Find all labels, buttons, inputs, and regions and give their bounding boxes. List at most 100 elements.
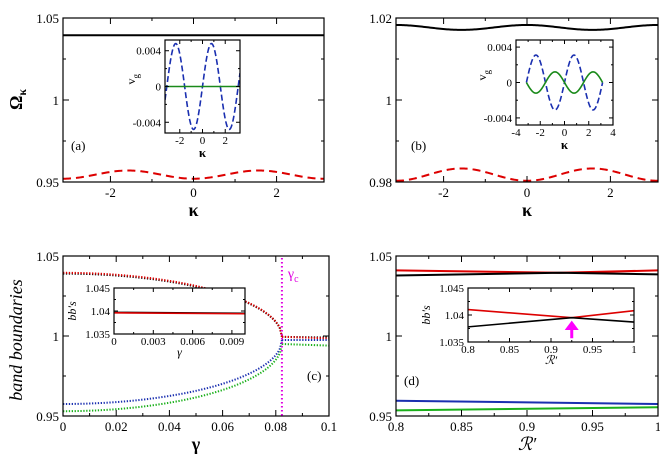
panel-b: -2 0 2 0.98 1 1.02 κ (b) -4 -2 0 2 4 -0.004 0 0.004 κ vg bbox=[369, 11, 659, 220]
panel-c-series-blue bbox=[63, 339, 283, 405]
inset-d-xtick-label: 0.8 bbox=[461, 344, 475, 356]
inset-b-xtick-label: 0 bbox=[562, 127, 568, 139]
panel-b-xtick-label: -2 bbox=[438, 185, 449, 200]
gamma-c-label: γc bbox=[287, 267, 299, 285]
panel-a-xtick-label: 2 bbox=[273, 185, 280, 200]
inset-c-xtick-label: 0.003 bbox=[141, 336, 166, 348]
inset-d-xtick-label: 0.9 bbox=[544, 344, 558, 356]
inset-d-ytick-label: 1.035 bbox=[439, 337, 464, 349]
inset-d-bg bbox=[468, 288, 634, 342]
panel-d-tag: (d) bbox=[404, 373, 419, 388]
inset-a-xtick-label: -2 bbox=[175, 135, 184, 147]
inset-c-series-red bbox=[114, 312, 245, 315]
inset-d-xlabel: ℛ′ bbox=[545, 353, 558, 367]
inset-d-xtick-label: 0.95 bbox=[583, 344, 603, 356]
inset-c-bg bbox=[114, 288, 245, 334]
inset-a-ytick-label: 0.004 bbox=[136, 46, 161, 58]
panel-d-ytick-label: 1 bbox=[386, 329, 393, 344]
panel-d-xtick-label: 0.95 bbox=[581, 419, 604, 434]
inset-c-xtick-label: 0 bbox=[111, 336, 117, 348]
panel-c-series-red-tail bbox=[281, 335, 329, 340]
inset-b-ylabel-main: v bbox=[475, 75, 489, 81]
panel-d-series-green bbox=[396, 406, 658, 412]
panel-b-xlabel: κ bbox=[522, 200, 532, 220]
panel-b-inset: -4 -2 0 2 4 -0.004 0 0.004 κ vg bbox=[475, 39, 616, 152]
inset-a-ytick-label: -0.004 bbox=[133, 117, 162, 129]
panel-c-series-green bbox=[63, 343, 283, 413]
panel-c-xtick-label: 0.08 bbox=[264, 419, 287, 434]
panel-d-xtick-label: 1 bbox=[655, 419, 660, 434]
inset-a-ytick-label: 0 bbox=[156, 82, 162, 94]
panel-b-xtick-label: 0 bbox=[524, 185, 531, 200]
panel-d-xtick-label: 0.8 bbox=[388, 419, 404, 434]
inset-d-ytick-label: 1.045 bbox=[439, 283, 464, 295]
inset-a-xtick-label: 2 bbox=[222, 135, 228, 147]
inset-b-xtick-label: 2 bbox=[586, 127, 592, 139]
inset-b-xtick-label: -4 bbox=[511, 127, 521, 139]
panel-b-ytick-label: 1 bbox=[386, 93, 393, 108]
gamma-c-sub: c bbox=[294, 274, 299, 285]
panel-c-ytick-label: 1.05 bbox=[36, 249, 59, 264]
panel-a-inset: -2 0 2 -0.004 0 0.004 κ vg bbox=[124, 39, 241, 160]
panel-a-ylabel-main: Ω bbox=[6, 96, 26, 110]
panel-b-tag: (b) bbox=[411, 138, 426, 153]
panel-c-inset: 0 0.003 0.006 0.009 1.035 1.04 1.045 γ bb's bbox=[65, 283, 246, 359]
panel-a-xtick-label: 0 bbox=[190, 185, 197, 200]
inset-b-xtick-label: -2 bbox=[536, 127, 545, 139]
highlight-arrow-icon bbox=[564, 320, 579, 330]
panel-a-xlabel: κ bbox=[189, 200, 199, 220]
inset-a-xlabel: κ bbox=[199, 145, 207, 160]
inset-c-xtick-label: 0.009 bbox=[220, 336, 245, 348]
panel-c-xtick-label: 0.1 bbox=[321, 419, 337, 434]
panel-a-xtick-label: -2 bbox=[105, 185, 116, 200]
inset-a-ylabel: vg bbox=[124, 74, 141, 85]
panel-c-xtick-label: 0.02 bbox=[105, 419, 128, 434]
panel-a-ytick-label: 1 bbox=[53, 93, 60, 108]
inset-d-series-black bbox=[468, 316, 634, 328]
inset-c-ytick-label: 1.035 bbox=[85, 329, 110, 341]
panel-d-inset: 0.8 0.85 0.9 0.95 1 1.035 1.04 1.045 ℛ′ bb's bbox=[419, 283, 637, 367]
panel-d-xlabel: ℛ′ bbox=[518, 434, 537, 454]
panel-a-ytick-label: 1.05 bbox=[36, 11, 59, 26]
panel-d-ytick-label: 1.05 bbox=[369, 249, 392, 264]
panel-c-ytick-label: 0.95 bbox=[36, 409, 59, 424]
panel-c-xtick-label: 0.04 bbox=[158, 419, 181, 434]
panel-a-tag: (a) bbox=[71, 138, 85, 153]
panel-a-ylabel-sub: κ bbox=[15, 89, 29, 96]
inset-c-xlabel: γ bbox=[177, 345, 182, 359]
inset-d-xtick-label: 1 bbox=[631, 344, 637, 356]
panel-c-series-green-tail bbox=[281, 343, 329, 347]
panel-c: 0 0.02 0.04 0.06 0.08 0.1 0.95 1 1.05 γ band bound… bbox=[6, 249, 337, 454]
panel-c-tag: (c) bbox=[307, 368, 321, 383]
panel-c-ytick-label: 1 bbox=[53, 329, 60, 344]
inset-d-ylabel: bb's bbox=[419, 305, 433, 325]
inset-a-xtick-label: 0 bbox=[200, 135, 206, 147]
panel-d-xtick-label: 0.85 bbox=[450, 419, 473, 434]
gamma-c-main: γ bbox=[287, 267, 294, 282]
panel-b-series-upper-band bbox=[396, 23, 658, 31]
panel-b-ytick-label: 1.02 bbox=[369, 11, 392, 26]
panel-a-ylabel: Ωκ bbox=[6, 89, 29, 110]
inset-c-xtick-label: 0.006 bbox=[180, 336, 205, 348]
inset-b-series-v_g-upper bbox=[525, 71, 604, 94]
panel-d-series-blue bbox=[396, 399, 658, 405]
inset-b-xlabel: κ bbox=[561, 137, 569, 152]
panel-d-ytick-label: 0.95 bbox=[369, 409, 392, 424]
panel-d-series-black bbox=[396, 271, 658, 277]
panel-b-ytick-label: 0.98 bbox=[369, 175, 392, 190]
inset-c-ytick-label: 1.04 bbox=[91, 306, 111, 318]
inset-b-xtick-label: 4 bbox=[610, 127, 616, 139]
inset-a-ylabel-sub: g bbox=[131, 74, 141, 79]
panel-d-xtick-label: 0.9 bbox=[519, 419, 535, 434]
panel-c-xlabel: γ bbox=[191, 434, 201, 454]
inset-a-ylabel-main: v bbox=[124, 79, 138, 85]
inset-b-ytick-label: 0.004 bbox=[487, 42, 512, 54]
inset-b-ylabel-sub: g bbox=[482, 70, 492, 75]
inset-c-ytick-label: 1.045 bbox=[85, 283, 110, 295]
inset-b-ylabel: vg bbox=[475, 70, 492, 81]
panel-b-xtick-label: 2 bbox=[607, 185, 614, 200]
inset-d-ytick-label: 1.04 bbox=[445, 310, 465, 322]
inset-c-ylabel: bb's bbox=[65, 301, 79, 321]
